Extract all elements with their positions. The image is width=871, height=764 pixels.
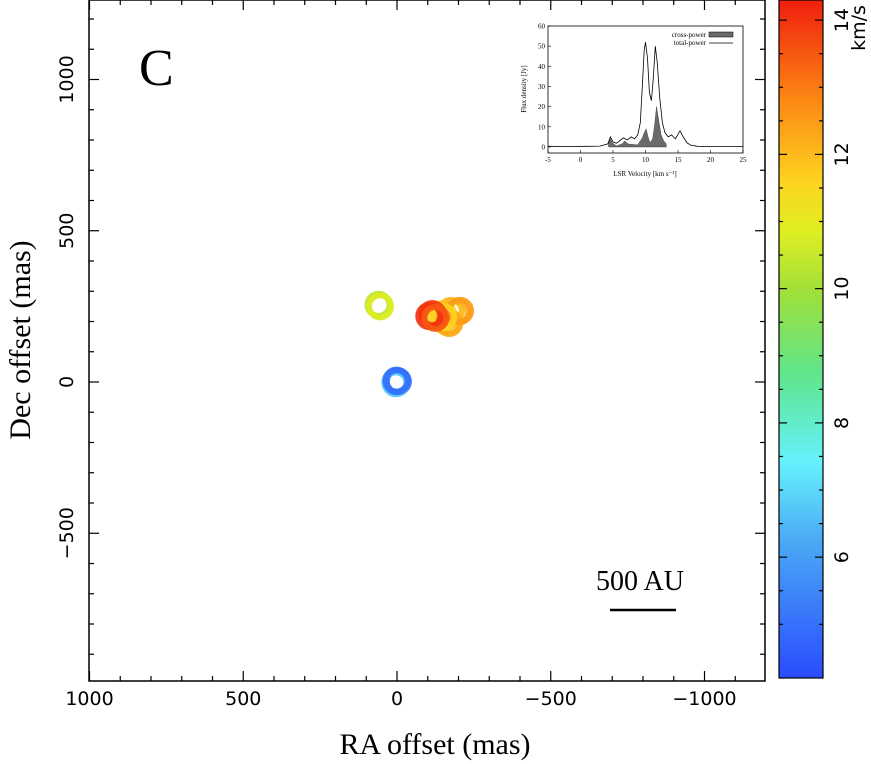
inset-legend-cross: cross-power: [672, 31, 707, 39]
x-axis-label: RA offset (mas): [339, 728, 530, 761]
inset-y-tick-label: 50: [538, 43, 546, 51]
maser-spot: [421, 303, 450, 332]
maser-spot: [382, 367, 411, 396]
inset-x-tick-label: 5: [611, 156, 615, 164]
scale-bar-label: 500 AU: [596, 566, 684, 597]
x-tick-label: −1000: [672, 688, 736, 710]
inset-x-label: LSR Velocity [km s⁻¹]: [613, 170, 676, 178]
inset-y-tick-label: 10: [538, 123, 546, 131]
colorbar: [778, 0, 824, 679]
inset-x-tick-label: -5: [545, 156, 551, 164]
colorbar-unit: km/s: [848, 5, 870, 51]
colorbar-ticks: 6 8 10 12 14: [779, 8, 853, 625]
inset-y-tick-label: 60: [538, 23, 546, 31]
colorbar-tick-label: 10: [831, 277, 853, 301]
inset-x-tick-label: 25: [740, 156, 748, 164]
inset-cross-power: [608, 106, 667, 148]
x-tick-label: −500: [525, 688, 577, 710]
inset-ticks: -5 0 5 10 15 20 25 0 10 20 30 40 50 60: [538, 23, 747, 165]
y-axis-label: Dec offset (mas): [4, 240, 37, 439]
inset-x-tick-label: 20: [707, 156, 715, 164]
inset-legend-cross-swatch: [708, 31, 734, 38]
panel-label: C: [139, 40, 174, 97]
maser-spot: [366, 292, 395, 321]
y-tick-label: 500: [56, 213, 78, 249]
colorbar-tick-label: 14: [831, 8, 853, 32]
x-axis-ticks: 1000 500 0 −500 −1000: [65, 0, 737, 710]
inset-legend-total: total-power: [674, 39, 707, 47]
inset-y-tick-label: 0: [542, 143, 546, 151]
y-tick-label: 1000: [56, 55, 78, 103]
x-tick-label: 1000: [65, 688, 113, 710]
x-tick-label: 500: [225, 688, 261, 710]
inset-x-tick-label: 15: [675, 156, 683, 164]
inset-y-tick-label: 20: [538, 103, 546, 111]
inset-total-power: [547, 42, 743, 147]
inset-spectrum: -5 0 5 10 15 20 25 0 10 20 30 40 50 60 LSR Velocity […: [520, 23, 747, 179]
y-tick-label: 0: [56, 376, 78, 388]
inset-x-tick-label: 0: [579, 156, 583, 164]
inset-y-label: Flux density [Jy]: [520, 65, 528, 112]
colorbar-tick-label: 8: [831, 417, 853, 429]
colorbar-tick-label: 6: [831, 551, 853, 563]
inset-y-tick-label: 40: [538, 63, 546, 71]
y-tick-label: −500: [56, 507, 78, 559]
x-tick-label: 0: [391, 688, 403, 710]
colorbar-tick-label: 12: [831, 142, 853, 166]
inset-x-tick-label: 10: [642, 156, 650, 164]
inset-y-tick-label: 30: [538, 83, 546, 91]
maser-spots: [364, 290, 475, 398]
plot-frame: [88, 0, 766, 682]
